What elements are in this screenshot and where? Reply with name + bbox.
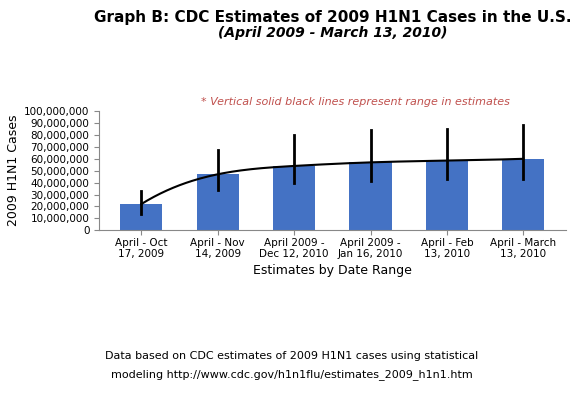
Bar: [196, 174, 238, 230]
Y-axis label: 2009 H1N1 Cases: 2009 H1N1 Cases: [7, 115, 20, 226]
Bar: [120, 204, 162, 230]
Text: modeling http://www.cdc.gov/h1n1flu/estimates_2009_h1n1.htm: modeling http://www.cdc.gov/h1n1flu/esti…: [111, 369, 472, 380]
Text: (April 2009 - March 13, 2010): (April 2009 - March 13, 2010): [217, 26, 447, 40]
Bar: [349, 162, 392, 230]
Text: * Vertical solid black lines represent range in estimates: * Vertical solid black lines represent r…: [201, 97, 510, 107]
X-axis label: Estimates by Date Range: Estimates by Date Range: [253, 264, 412, 277]
Bar: [426, 161, 468, 230]
Text: Data based on CDC estimates of 2009 H1N1 cases using statistical: Data based on CDC estimates of 2009 H1N1…: [105, 351, 478, 361]
Text: Graph B: CDC Estimates of 2009 H1N1 Cases in the U.S.: Graph B: CDC Estimates of 2009 H1N1 Case…: [93, 10, 571, 25]
Bar: [503, 159, 545, 230]
Bar: [273, 166, 315, 230]
